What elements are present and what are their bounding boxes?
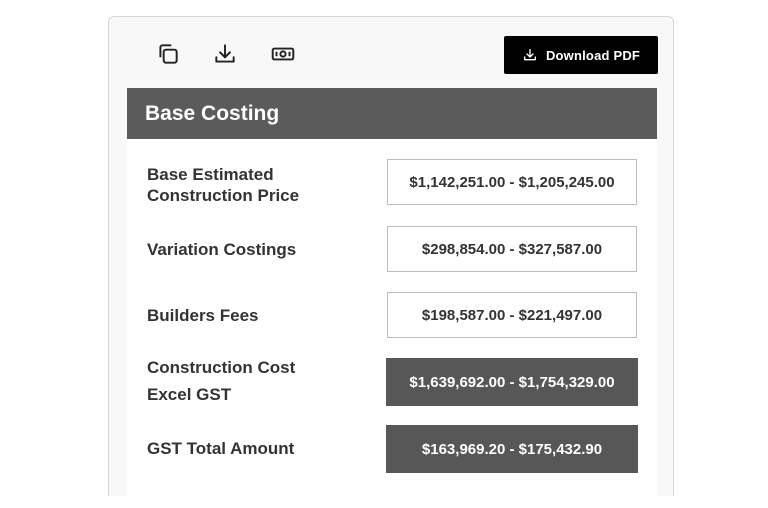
download-pdf-button[interactable]: Download PDF	[504, 36, 658, 74]
download-icon[interactable]	[210, 39, 240, 69]
base-costing-panel: Base Costing Base Estimated Construction…	[127, 88, 657, 508]
value-range-field: $298,854.00 - $327,587.00	[387, 226, 637, 272]
value-range-highlight: $1,639,692.00 - $1,754,329.00	[386, 358, 638, 406]
download-pdf-label: Download PDF	[545, 47, 641, 63]
panel-title: Base Costing	[127, 88, 657, 139]
value-range-field: $1,142,251.00 - $1,205,245.00	[387, 159, 637, 205]
row-label: Construction Cost Excel GST	[147, 358, 296, 404]
row-label: GST Total Amount	[147, 439, 295, 458]
value-range-field: $198,587.00 - $221,497.00	[387, 292, 637, 338]
toolbar: Download PDF	[109, 17, 673, 87]
row-label: Builders Fees	[147, 306, 259, 325]
row-label: Variation Costings	[147, 240, 297, 259]
copy-icon[interactable]	[153, 39, 183, 69]
value-range-highlight: $163,969.20 - $175,432.90	[386, 425, 638, 473]
cash-icon[interactable]	[268, 39, 298, 69]
download-icon	[523, 49, 536, 61]
row-label: Base Estimated Construction Price	[147, 165, 300, 205]
costing-card: Download PDF Base Costing Base Estimated…	[108, 16, 674, 508]
